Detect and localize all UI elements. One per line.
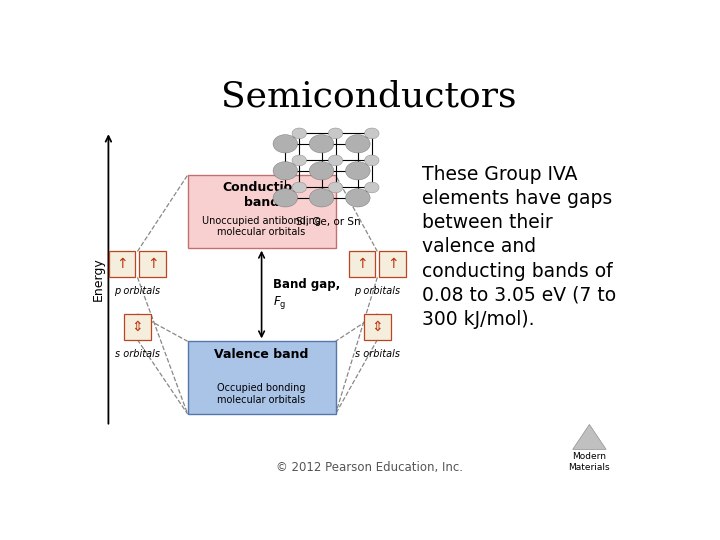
- Bar: [124, 314, 150, 340]
- Bar: [188, 175, 336, 248]
- Text: Modern
Materials: Modern Materials: [569, 453, 611, 472]
- Text: $F_\mathrm{g}$: $F_\mathrm{g}$: [273, 294, 286, 312]
- Circle shape: [310, 188, 334, 207]
- Bar: [379, 252, 406, 277]
- Circle shape: [364, 182, 379, 193]
- Text: Si, Ge, or Sn: Si, Ge, or Sn: [296, 217, 361, 227]
- Text: ↑: ↑: [116, 258, 128, 272]
- Bar: [140, 252, 166, 277]
- Text: p orbitals: p orbitals: [354, 286, 400, 296]
- Text: Occupied bonding
molecular orbitals: Occupied bonding molecular orbitals: [217, 383, 306, 405]
- Text: Valence band: Valence band: [215, 348, 309, 361]
- Circle shape: [292, 155, 307, 166]
- Text: ⇕: ⇕: [372, 320, 383, 334]
- Polygon shape: [572, 424, 606, 449]
- Circle shape: [346, 161, 370, 180]
- Text: ↑: ↑: [387, 258, 399, 272]
- Bar: [364, 314, 391, 340]
- Text: ↑: ↑: [356, 258, 368, 272]
- Text: Unoccupied antibonding
molecular orbitals: Unoccupied antibonding molecular orbital…: [202, 216, 321, 238]
- Circle shape: [364, 128, 379, 139]
- Circle shape: [273, 134, 297, 153]
- Text: Band gap,: Band gap,: [273, 278, 340, 291]
- Text: Energy: Energy: [92, 257, 105, 301]
- Circle shape: [346, 188, 370, 207]
- Circle shape: [346, 134, 370, 153]
- Circle shape: [292, 128, 307, 139]
- Text: These Group IVA
elements have gaps
between their
valence and
conducting bands of: These Group IVA elements have gaps betwe…: [422, 165, 616, 329]
- Text: Conduction
band: Conduction band: [222, 181, 301, 209]
- Bar: [188, 341, 336, 414]
- Circle shape: [273, 161, 297, 180]
- Circle shape: [310, 161, 334, 180]
- Circle shape: [310, 134, 334, 153]
- Text: Semiconductors: Semiconductors: [221, 79, 517, 113]
- Circle shape: [328, 182, 343, 193]
- Circle shape: [328, 128, 343, 139]
- Text: s orbitals: s orbitals: [355, 349, 400, 359]
- Text: s orbitals: s orbitals: [115, 349, 160, 359]
- Circle shape: [273, 188, 297, 207]
- Text: © 2012 Pearson Education, Inc.: © 2012 Pearson Education, Inc.: [276, 461, 462, 474]
- Circle shape: [364, 155, 379, 166]
- Text: ↑: ↑: [147, 258, 158, 272]
- Bar: [109, 252, 135, 277]
- Circle shape: [292, 182, 307, 193]
- Circle shape: [328, 155, 343, 166]
- Text: ⇕: ⇕: [132, 320, 143, 334]
- Bar: [348, 252, 375, 277]
- Text: p orbitals: p orbitals: [114, 286, 161, 296]
